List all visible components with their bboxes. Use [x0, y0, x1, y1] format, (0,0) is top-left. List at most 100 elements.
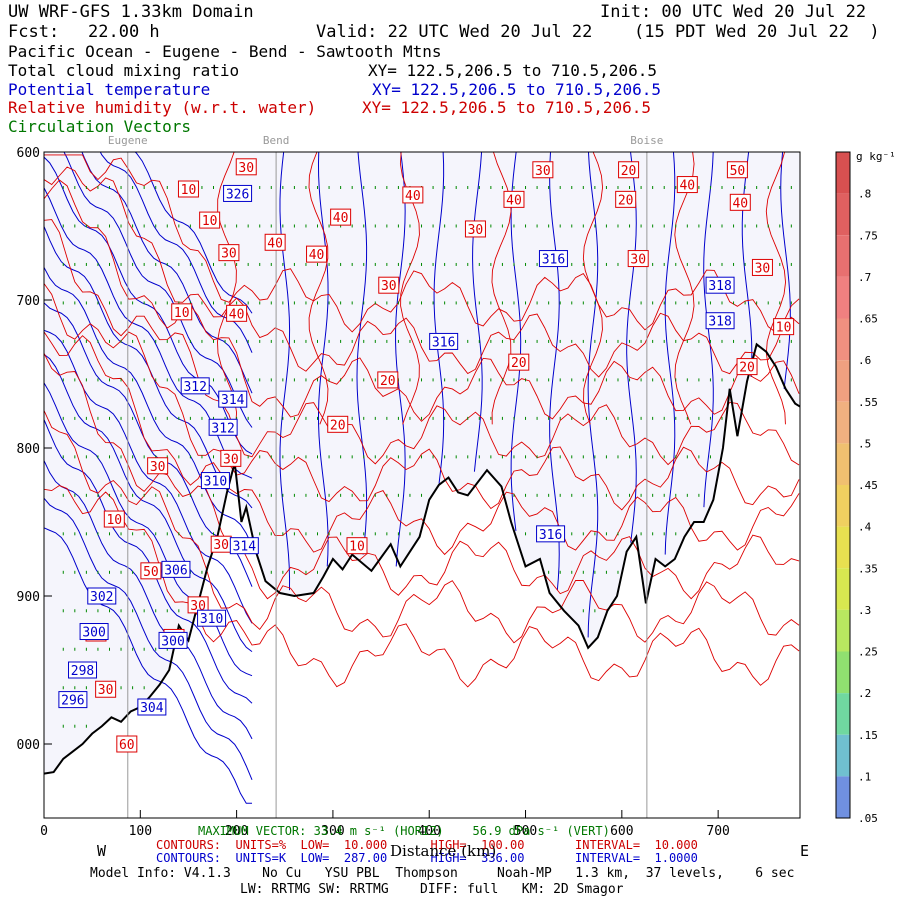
- rh-contour-label: 20: [330, 418, 346, 433]
- colorbar-swatch: [836, 609, 850, 652]
- theta-contour-label: 326: [226, 187, 249, 202]
- rh-label-box: [177, 180, 199, 198]
- rh-contour-label: 20: [380, 374, 396, 389]
- colorbar-swatch: [836, 276, 850, 319]
- rh-label-box: [508, 353, 530, 371]
- theta-contour-label: 296: [61, 694, 84, 709]
- rh-contour-line: [44, 410, 800, 644]
- theta-label-box: [58, 691, 88, 709]
- y-tick-label: 000: [17, 738, 40, 753]
- theta-label-box: [158, 631, 188, 649]
- theta-label-box: [429, 332, 459, 350]
- rh-contour-label: 20: [618, 193, 634, 208]
- colorbar-swatch: [836, 193, 850, 236]
- rh-contour-label: 40: [405, 189, 421, 204]
- theta-contour-label: 304: [140, 701, 164, 716]
- rh-label-box: [377, 371, 399, 389]
- theta-contour-line: [356, 152, 368, 555]
- rh-contour-label: 40: [732, 196, 748, 211]
- rh-label-box: [220, 449, 242, 467]
- rh-label-box: [615, 190, 637, 208]
- theta-contour-line: [44, 460, 253, 740]
- theta-contour-line: [317, 152, 329, 567]
- x-tick-label: 400: [417, 824, 440, 839]
- theta-contour-label: 310: [204, 475, 227, 490]
- theta-contour-label: 300: [161, 634, 184, 649]
- theta-contour-line: [44, 419, 253, 704]
- theta-contour-line: [703, 152, 714, 508]
- plot-frame: [43, 151, 801, 819]
- rh-contour-label: 10: [174, 306, 190, 321]
- theta-contour-label: 316: [542, 253, 565, 268]
- colorbar-label: .75: [858, 229, 878, 242]
- rh-label-box: [95, 680, 117, 698]
- rh-contour-label: 40: [679, 179, 695, 194]
- rh-contour-label: 10: [776, 321, 792, 336]
- theta-label-box: [229, 537, 259, 555]
- theta-label-box: [68, 661, 98, 679]
- y-tick-label: 800: [17, 442, 40, 457]
- valid-time: Valid: 22 UTC Wed 20 Jul 22: [316, 22, 593, 42]
- colorbar-label: .25: [858, 646, 878, 659]
- colorbar-swatch: [836, 485, 850, 527]
- theta-label-box: [223, 184, 253, 202]
- rh-label-box: [627, 250, 649, 268]
- theta-contour-line: [472, 152, 483, 472]
- colorbar-swatch: [836, 776, 850, 818]
- colorbar-swatch: [836, 568, 850, 610]
- rh-label-box: [726, 161, 748, 179]
- rh-contour-line: [44, 219, 800, 466]
- colorbar-swatch: [836, 443, 850, 485]
- rh-label-box: [327, 415, 349, 433]
- rh-contour-label: 40: [229, 307, 245, 322]
- rh-contour-label: 20: [739, 361, 755, 376]
- rh-contour-label: 50: [730, 164, 746, 179]
- forecast-label: Fcst:: [8, 22, 60, 42]
- rh-contour-label: 30: [381, 279, 397, 294]
- rh-label-box: [346, 537, 368, 555]
- x-axis-label: Distance (km): [390, 842, 497, 860]
- theta-label-box: [200, 472, 230, 490]
- rh-contour-label: 30: [98, 683, 114, 698]
- colorbar-swatch: [836, 318, 850, 361]
- rh-contour-label: 40: [506, 193, 522, 208]
- x-tick-label: 200: [225, 824, 248, 839]
- rh-label-box: [306, 245, 328, 263]
- rh-contour-line: [44, 154, 800, 333]
- rh-label-box: [264, 233, 286, 251]
- colorbar-label: .1: [858, 770, 871, 783]
- colorbar-swatch: [836, 526, 850, 569]
- rh-label-box: [147, 457, 169, 475]
- colorbar-label: .45: [858, 479, 878, 492]
- rh-contour-label: 10: [181, 183, 197, 198]
- theta-label-box: [180, 377, 210, 395]
- colorbar-units: g kg⁻¹: [856, 150, 896, 163]
- colorbar-label: .3: [858, 604, 871, 617]
- y-tick-label: 600: [17, 146, 40, 161]
- theta-contour-line: [44, 382, 253, 677]
- colorbar-swatch: [836, 360, 850, 402]
- rh-label-box: [378, 276, 400, 294]
- colorbar-swatch: [836, 693, 850, 735]
- rh-contour-label: 40: [333, 211, 349, 226]
- colorbar-swatch: [836, 651, 850, 694]
- field-cloud-label: Total cloud mixing ratio: [8, 61, 240, 80]
- theta-contour-line: [395, 152, 406, 567]
- rh-contour-label: 20: [511, 356, 527, 371]
- theta-contour-line: [780, 152, 791, 389]
- xy-theta: XY= 122.5,206.5 to 710.5,206.5: [372, 80, 661, 99]
- init-time: Init: 00 UTC Wed 20 Jul 22: [600, 2, 867, 22]
- rh-label-box: [171, 303, 193, 321]
- rh-contour-label: 30: [535, 164, 551, 179]
- rh-contour-line: [217, 152, 238, 425]
- colorbar-swatch: [836, 235, 850, 277]
- theta-contour-label: 316: [432, 335, 455, 350]
- rh-contour-label: 30: [238, 161, 254, 176]
- terrain-line: [43, 342, 801, 775]
- chart-title: UW WRF-GFS 1.33km Domain: [8, 2, 254, 22]
- theta-label-box: [161, 560, 191, 578]
- rh-contour-line: [44, 179, 800, 422]
- colorbar-swatch: [836, 734, 850, 777]
- colorbar-label: .7: [858, 271, 871, 284]
